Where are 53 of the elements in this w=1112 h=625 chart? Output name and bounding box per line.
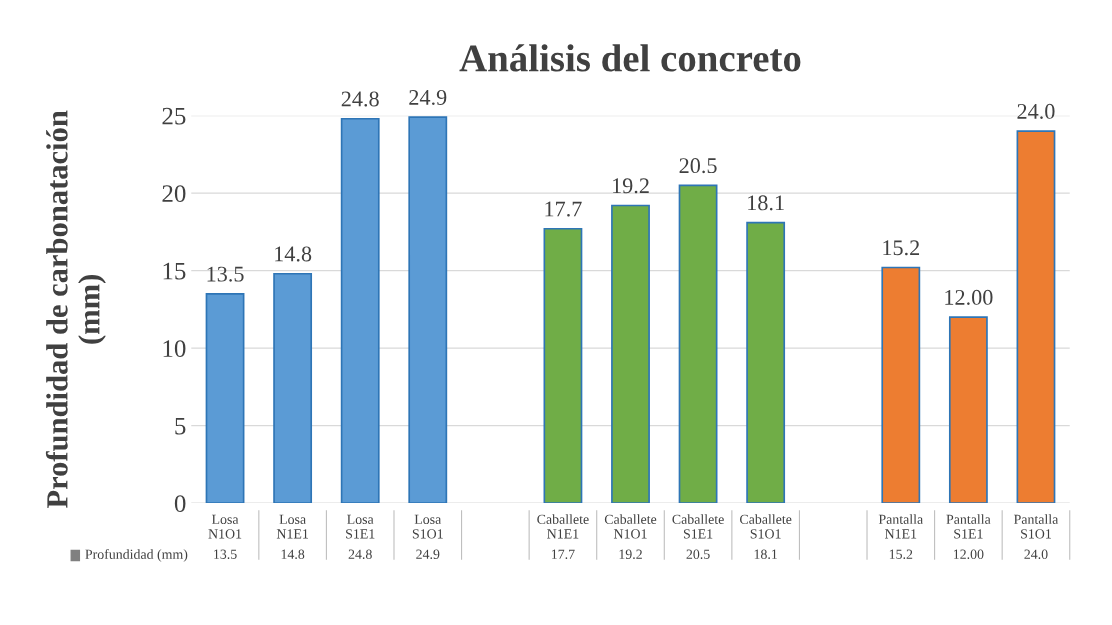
data-label: 24.0 bbox=[1024, 549, 1048, 559]
bar bbox=[881, 266, 921, 504]
x-tick-label: Caballete N1O1 bbox=[604, 514, 657, 539]
bar bbox=[408, 116, 448, 504]
y-tick-label: 20 bbox=[162, 185, 186, 203]
text: 19.2 bbox=[613, 178, 649, 194]
bar bbox=[678, 184, 718, 504]
bar bbox=[746, 221, 786, 504]
text: 18.1 bbox=[748, 195, 784, 211]
y-tick-label: 5 bbox=[175, 417, 186, 435]
bar bbox=[273, 272, 313, 504]
bar bbox=[205, 293, 245, 504]
text: 13.5 bbox=[207, 266, 244, 282]
y-tick-label: 25 bbox=[162, 107, 186, 125]
x-tick-label: Pantalla S1O1 bbox=[1013, 514, 1059, 539]
text: 15.2 bbox=[883, 240, 920, 256]
x-tick-label: Losa S1O1 bbox=[412, 514, 443, 539]
data-label: 12.00 bbox=[953, 549, 984, 559]
text: 24.0 bbox=[1017, 103, 1055, 119]
x-tick-label: Caballete S1E1 bbox=[672, 514, 724, 539]
text: 24.9 bbox=[409, 89, 447, 106]
text: 14.8 bbox=[275, 246, 312, 262]
bar bbox=[340, 117, 380, 504]
chart-title: Análisis del concreto bbox=[459, 44, 801, 72]
text: Profundidad (mm) bbox=[85, 549, 188, 562]
data-label: 20.5 bbox=[686, 549, 710, 559]
data-label: 19.2 bbox=[619, 549, 642, 559]
y-tick-label: 10 bbox=[163, 340, 186, 358]
data-label: 15.2 bbox=[889, 549, 913, 559]
bar bbox=[543, 227, 583, 504]
x-tick-label: Caballete N1E1 bbox=[537, 514, 589, 539]
data-label: 24.8 bbox=[348, 549, 372, 559]
y-tick-label: 0 bbox=[174, 495, 186, 513]
data-label: 24.9 bbox=[416, 549, 440, 559]
text: 20.5 bbox=[679, 158, 717, 174]
data-label: 13.5 bbox=[214, 549, 237, 559]
y-tick-label: 15 bbox=[163, 262, 186, 280]
x-tick-label: Caballete S1O1 bbox=[740, 514, 792, 539]
bar bbox=[1016, 130, 1056, 504]
data-label: 17.7 bbox=[552, 549, 575, 559]
x-tick-label: Pantalla N1E1 bbox=[878, 514, 923, 539]
y-axis-title: Profundidad de carbonatación (mm) bbox=[45, 110, 106, 509]
x-tick-label: Losa S1E1 bbox=[346, 514, 375, 539]
bar bbox=[948, 316, 988, 504]
text: 24.8 bbox=[341, 91, 379, 107]
x-tick-label: Pantalla S1E1 bbox=[946, 514, 991, 539]
data-label: 14.8 bbox=[281, 549, 305, 559]
text: 17.7 bbox=[545, 201, 582, 217]
text: 12.00 bbox=[945, 289, 993, 305]
x-tick-label: Losa N1E1 bbox=[276, 514, 308, 539]
x-tick-label: Losa N1O1 bbox=[208, 514, 242, 539]
bar bbox=[611, 204, 650, 504]
data-label: 18.1 bbox=[754, 549, 777, 559]
